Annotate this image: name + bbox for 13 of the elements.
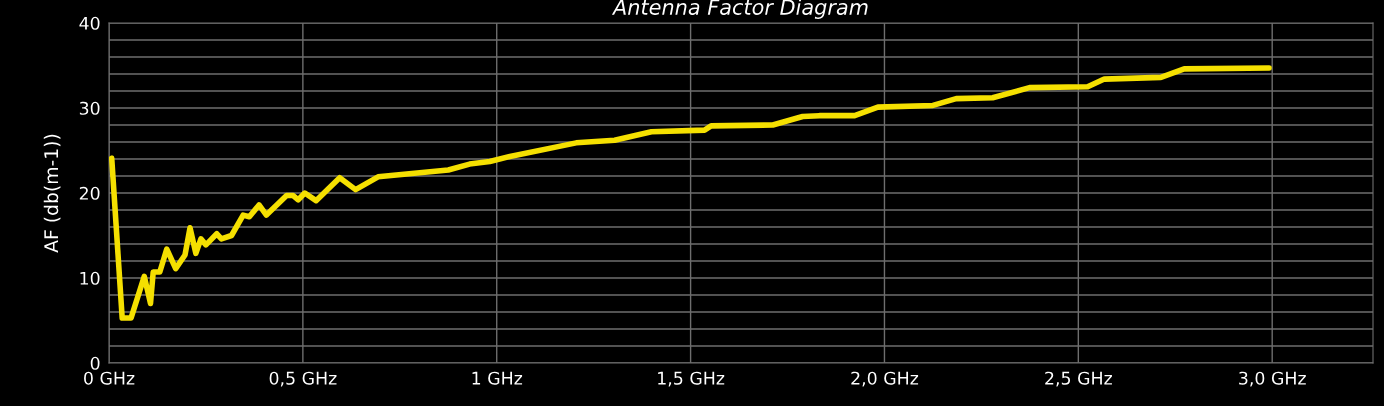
y-tick-label: 20	[79, 186, 100, 200]
x-tick-label: 3,0 GHz	[1239, 371, 1306, 387]
y-tick-label: 30	[79, 101, 100, 115]
x-tick-label: 0,5 GHz	[269, 371, 337, 387]
x-tick-label: 0 GHz	[84, 371, 135, 385]
y-tick-label: 40	[79, 16, 100, 30]
y-axis-title: AF (db(m-1))	[43, 134, 61, 253]
x-tick-label: 1 GHz	[472, 371, 523, 385]
y-tick-label: 0	[90, 356, 100, 370]
x-tick-label: 2,5 GHz	[1045, 371, 1112, 387]
y-tick-label: 10	[80, 271, 100, 285]
x-tick-label: 2,0 GHz	[851, 371, 919, 387]
x-tick-label: 1,5 GHz	[658, 371, 725, 387]
